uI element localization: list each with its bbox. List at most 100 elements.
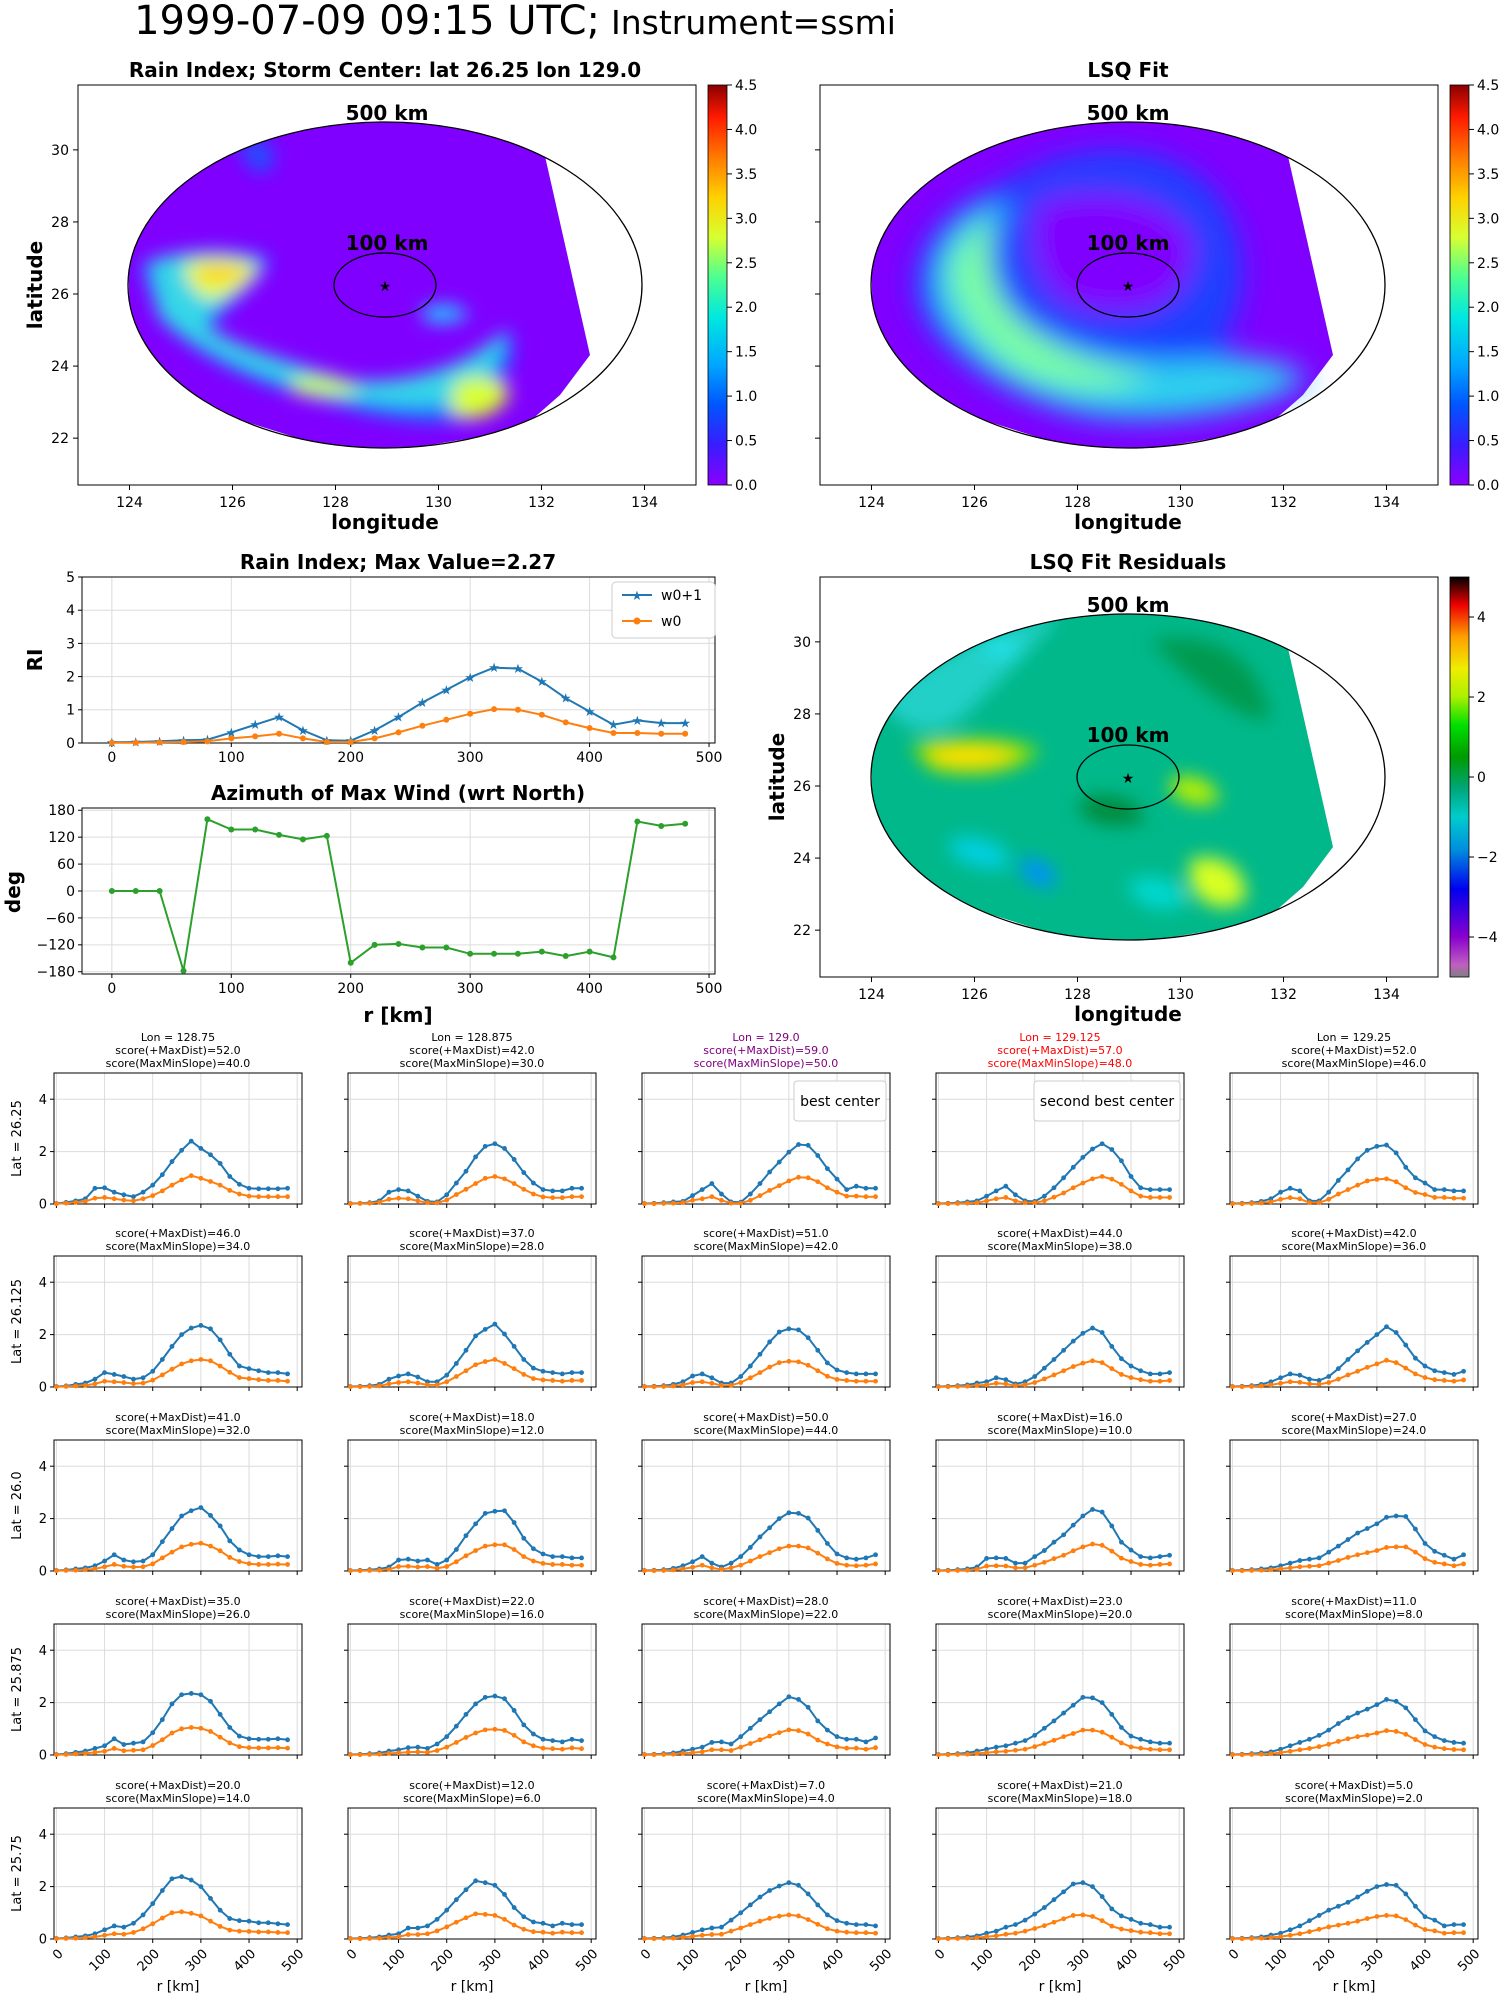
panel-w0p1-point bbox=[1080, 1694, 1086, 1700]
panel-w0-point bbox=[680, 1200, 686, 1206]
az-point bbox=[443, 944, 450, 951]
panel-w0-point bbox=[1403, 1731, 1409, 1737]
panel-w0p1-point bbox=[1138, 1736, 1144, 1742]
panel-w0-point bbox=[131, 1381, 136, 1386]
resid-map-xtick-label: 124 bbox=[858, 987, 885, 1003]
panel-w0-point bbox=[984, 1750, 989, 1756]
panel-w0p1-point bbox=[1099, 1894, 1105, 1899]
panel-w0p1-point bbox=[776, 1329, 782, 1335]
panel-w0p1-point bbox=[111, 1923, 117, 1929]
ri-chart-ytick-label: 1 bbox=[66, 703, 75, 719]
panel-w0-point bbox=[521, 1739, 527, 1745]
panel-w0-point bbox=[1393, 1544, 1399, 1550]
panel-w0p1-point bbox=[1080, 1880, 1086, 1886]
panel-w0-point bbox=[1109, 1548, 1115, 1554]
panel-plot bbox=[1226, 1072, 1479, 1208]
rain-map-xtick-label: 126 bbox=[219, 495, 246, 511]
panel-w0p1-point bbox=[444, 1557, 450, 1563]
panel-w0-point bbox=[709, 1747, 715, 1753]
resid-map-ring-500 bbox=[870, 613, 1386, 941]
panel-w0-point bbox=[1090, 1176, 1095, 1182]
panel-w0-point bbox=[1374, 1176, 1380, 1182]
panel-w0-point bbox=[719, 1747, 724, 1753]
panel-w0p1-point bbox=[699, 1744, 705, 1750]
panel-plot: 024 bbox=[39, 1255, 303, 1396]
panel-w0-point bbox=[1412, 1190, 1418, 1195]
panel-w0-point bbox=[824, 1373, 830, 1379]
panel-w0-point bbox=[198, 1357, 204, 1362]
panel-w0-point bbox=[1230, 1568, 1235, 1574]
ri-w0-point bbox=[395, 729, 402, 736]
fit-map-title: LSQ Fit bbox=[1087, 58, 1169, 82]
panel-title-line: score(+MaxDist)=12.0 bbox=[409, 1779, 534, 1792]
panel-w0p1-point bbox=[569, 1370, 575, 1375]
panel-w0-point bbox=[111, 1562, 117, 1567]
panel-w0p1-point bbox=[1316, 1378, 1322, 1383]
panel-w0-point bbox=[227, 1927, 233, 1933]
panel-w0p1-point bbox=[227, 1725, 233, 1730]
panel-xtick-label: 500 bbox=[1161, 1947, 1189, 1975]
panel-w0p1-point bbox=[265, 1736, 271, 1742]
panel-w0p1-point bbox=[853, 1556, 859, 1562]
candidate-panel: score(+MaxDist)=16.0score(MaxMinSlope)=1… bbox=[932, 1411, 1185, 1575]
panel-w0-point bbox=[121, 1931, 127, 1937]
panel-w0p1-point bbox=[805, 1891, 811, 1897]
panel-w0-point bbox=[738, 1925, 744, 1931]
panel-w0p1-point bbox=[1307, 1376, 1312, 1382]
ri-legend-w0-label: w0 bbox=[661, 614, 681, 630]
panel-w0-point bbox=[1138, 1193, 1144, 1199]
panel-w0-point bbox=[1051, 1919, 1057, 1925]
ri-chart-ytick-label: 3 bbox=[66, 636, 75, 652]
panel-w0-point bbox=[473, 1730, 479, 1736]
panel-w0-point bbox=[140, 1926, 146, 1932]
panel-w0-point bbox=[1364, 1916, 1370, 1921]
panel-w0-point bbox=[728, 1200, 734, 1206]
panel-w0p1-point bbox=[1393, 1882, 1399, 1888]
panel-plot bbox=[344, 1255, 597, 1391]
panel-w0-point bbox=[92, 1381, 98, 1387]
panel-w0p1-point bbox=[1432, 1548, 1438, 1554]
panel-w0-point bbox=[169, 1910, 175, 1916]
panel-w0-point bbox=[1230, 1201, 1235, 1207]
panel-w0p1-point bbox=[1128, 1547, 1134, 1553]
panel-w0p1-point bbox=[265, 1186, 271, 1192]
panel-w0p1-point bbox=[482, 1694, 488, 1700]
panel-w0p1-point bbox=[1109, 1523, 1115, 1529]
panel-w0p1-point bbox=[463, 1533, 469, 1539]
panel-ytick-label: 2 bbox=[39, 1696, 47, 1711]
rain-map-ring-100-label: 100 km bbox=[346, 231, 429, 255]
panel-w0p1-point bbox=[150, 1552, 156, 1558]
panel-w0p1-point bbox=[217, 1907, 223, 1913]
panel-w0-point bbox=[690, 1750, 695, 1756]
panel-w0p1-point bbox=[1441, 1187, 1447, 1192]
candidate-panel: 0 100 200 300 400 500024score(+MaxDist)=20.0s… bbox=[10, 1779, 307, 1995]
panel-w0p1-point bbox=[1051, 1718, 1057, 1724]
panel-w0p1-point bbox=[111, 1372, 117, 1377]
ri-w0-point bbox=[419, 722, 426, 729]
panel-w0p1-point bbox=[1364, 1340, 1370, 1345]
panel-w0-point bbox=[1412, 1737, 1418, 1742]
panel-w0-point bbox=[482, 1175, 488, 1181]
panel-w0p1-point bbox=[873, 1185, 878, 1191]
panel-frame bbox=[641, 1807, 891, 1940]
panel-w0p1-point bbox=[1109, 1343, 1115, 1349]
panel-w0-point bbox=[396, 1380, 401, 1385]
panel-w0p1-point bbox=[550, 1370, 556, 1375]
panel-w0-point bbox=[530, 1743, 536, 1749]
panel-w0-point bbox=[246, 1745, 252, 1751]
panel-w0p1-point bbox=[415, 1558, 421, 1564]
panel-title-line: score(MaxMinSlope)=18.0 bbox=[988, 1792, 1133, 1805]
panel-w0p1-point bbox=[1147, 1371, 1153, 1377]
panel-w0p1-point bbox=[425, 1746, 430, 1751]
candidate-panel: Lon = 129.0score(+MaxDist)=59.0score(Max… bbox=[638, 1031, 891, 1208]
panel-w0-point bbox=[1287, 1379, 1293, 1385]
panel-w0-point bbox=[405, 1749, 411, 1755]
panel-w0-point bbox=[150, 1561, 156, 1567]
panel-w0-point bbox=[530, 1376, 536, 1382]
panel-w0p1-point bbox=[1167, 1924, 1172, 1930]
panel-w0p1-point bbox=[1335, 1903, 1341, 1909]
panel-title-line: Lon = 128.75 bbox=[141, 1031, 215, 1044]
panel-w0-point bbox=[993, 1749, 999, 1755]
panel-w0p1-point bbox=[863, 1922, 869, 1927]
